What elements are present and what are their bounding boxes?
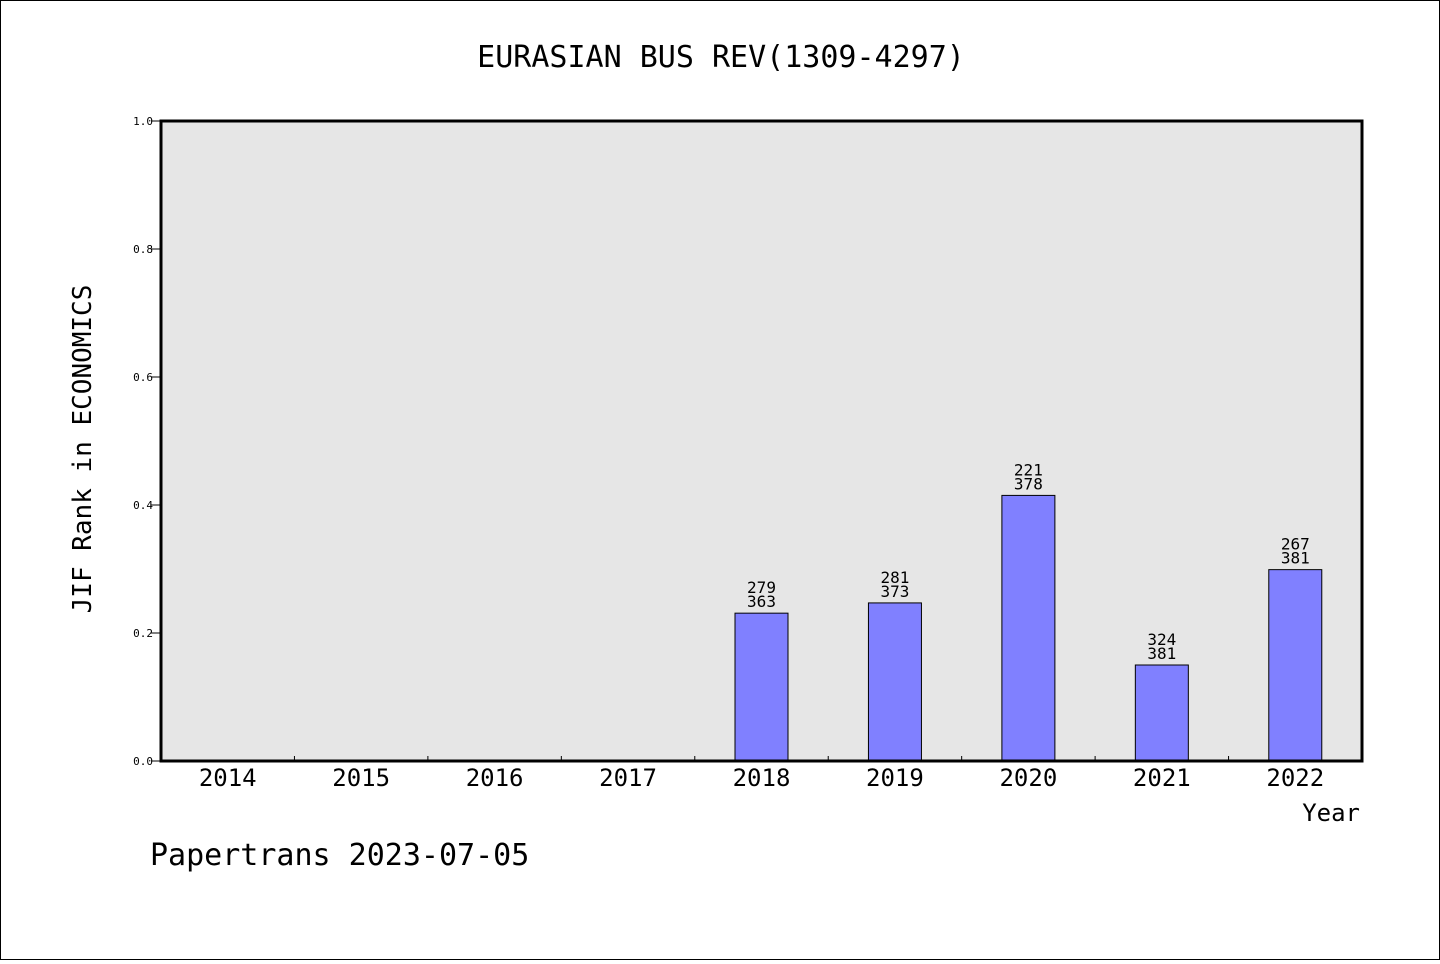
- x-tick-label: 2021: [1133, 764, 1191, 792]
- bar-rank-label: 324: [1147, 630, 1176, 649]
- y-tick-label: 0.6: [133, 371, 153, 384]
- y-tick-label: 1.0: [133, 115, 153, 128]
- bar-rank-label: 221: [1014, 460, 1043, 479]
- bar-2019: [867, 602, 922, 762]
- bar-total-label: 378: [1014, 474, 1043, 493]
- x-tick-label: 2016: [466, 764, 524, 792]
- bar-total-label: 373: [880, 582, 909, 601]
- x-tick-label: 2014: [199, 764, 257, 792]
- bar-rank-label: 279: [747, 578, 776, 597]
- y-axis-label: JIF Rank in ECONOMICS: [68, 285, 98, 614]
- x-tick-label: 2018: [733, 764, 791, 792]
- y-tick-label: 0.2: [133, 627, 153, 640]
- x-tick-label: 2015: [332, 764, 390, 792]
- x-axis: 2014 2015 2016 2017 2018 2019 2020 2021 2022: [199, 756, 1324, 792]
- y-tick-label: 0.8: [133, 243, 153, 256]
- plot-border: [159, 119, 1364, 763]
- x-tick-label: 2019: [866, 764, 924, 792]
- bar-2021: [1134, 664, 1189, 762]
- x-tick-label: 2017: [599, 764, 657, 792]
- bar-2020: [1001, 494, 1056, 762]
- bars-group: [734, 494, 1323, 762]
- chart-title: EURASIAN BUS REV(1309-4297): [477, 40, 965, 75]
- bar-total-label: 363: [747, 592, 776, 611]
- x-axis-label: Year: [1302, 799, 1360, 827]
- y-tick-label: 0.4: [133, 499, 153, 512]
- y-axis: 0.0 0.2 0.4 0.6 0.8 1.0: [133, 115, 161, 768]
- bar-2018: [734, 612, 789, 762]
- bar-rank-label: 267: [1281, 535, 1310, 554]
- x-tick-label: 2022: [1266, 764, 1324, 792]
- bar-total-label: 381: [1281, 549, 1310, 568]
- bar-2022: [1268, 569, 1323, 762]
- footer-text: Papertrans 2023-07-05: [150, 838, 529, 873]
- x-tick-label: 2020: [999, 764, 1057, 792]
- y-tick-label: 0.0: [133, 755, 153, 768]
- bar-total-label: 381: [1147, 644, 1176, 663]
- bar-rank-label: 281: [880, 568, 909, 587]
